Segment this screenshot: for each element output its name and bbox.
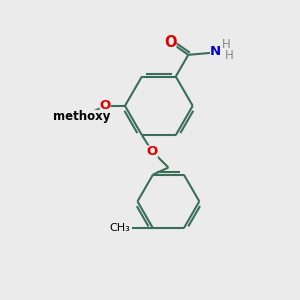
Text: methoxy: methoxy <box>53 110 111 123</box>
Text: O: O <box>147 146 158 158</box>
Text: CH₃: CH₃ <box>64 110 84 120</box>
Text: H: H <box>222 38 231 51</box>
Text: CH₃: CH₃ <box>110 223 130 233</box>
Text: H: H <box>225 49 234 62</box>
Text: N: N <box>210 45 221 58</box>
Text: methoxy: methoxy <box>79 116 85 117</box>
Text: OCH₃: OCH₃ <box>56 111 86 122</box>
Text: O: O <box>164 35 176 50</box>
Text: O: O <box>100 99 111 112</box>
